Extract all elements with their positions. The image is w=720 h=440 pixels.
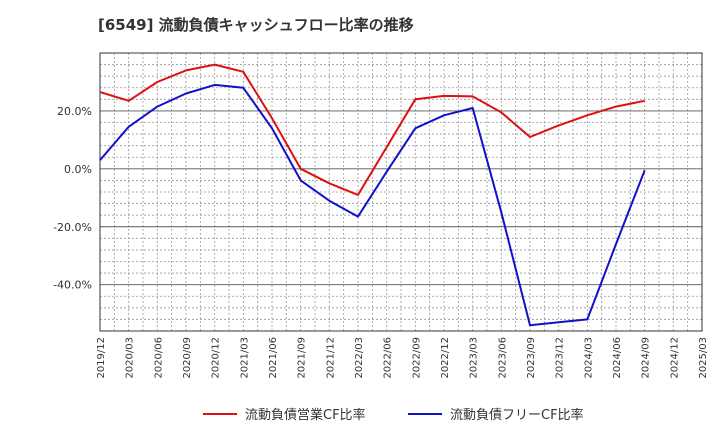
x-tick-label: 2022/03 xyxy=(354,337,365,379)
series-lines xyxy=(99,63,646,327)
x-tick-label: 2022/06 xyxy=(383,337,394,379)
x-tick-label: 2021/03 xyxy=(239,337,250,379)
x-tick-label: 2020/12 xyxy=(211,337,222,379)
y-tick-label: 0.0% xyxy=(64,163,92,176)
x-tick-label: 2024/12 xyxy=(669,337,680,379)
x-tick-label: 2021/06 xyxy=(268,337,279,379)
x-tick-label: 2023/03 xyxy=(469,337,480,379)
x-tick-label: 2021/09 xyxy=(297,337,308,379)
y-axis-ticks: 20.0% 0.0% -20.0% -40.0% xyxy=(53,105,92,292)
grid xyxy=(100,53,702,331)
y-tick-label: -20.0% xyxy=(53,221,92,234)
x-axis-ticks: 2019/12 2020/03 2020/06 2020/09 2020/12 2021/… xyxy=(96,337,709,379)
x-tick-label: 2020/09 xyxy=(182,337,193,379)
x-tick-label: 2020/06 xyxy=(153,337,164,379)
x-tick-label: 2022/12 xyxy=(440,337,451,379)
x-tick-label: 2025/03 xyxy=(698,337,709,379)
chart-title: [6549] 流動負債キャッシュフロー比率の推移 xyxy=(98,16,414,34)
x-tick-label: 2023/12 xyxy=(555,337,566,379)
y-tick-label: 20.0% xyxy=(57,105,92,118)
x-tick-label: 2024/06 xyxy=(612,337,623,379)
x-tick-label: 2019/12 xyxy=(96,337,107,379)
legend-label: 流動負債フリーCF比率 xyxy=(450,407,584,423)
x-tick-label: 2020/03 xyxy=(125,337,136,379)
x-tick-label: 2024/09 xyxy=(641,337,652,379)
x-tick-label: 2023/06 xyxy=(497,337,508,379)
plot-frame xyxy=(99,52,703,332)
legend-label: 流動負債営業CF比率 xyxy=(245,407,366,423)
series-line-operating-cf-ratio xyxy=(99,63,645,196)
y-tick-label: -40.0% xyxy=(53,279,92,292)
x-tick-label: 2022/09 xyxy=(411,337,422,379)
x-tick-label: 2024/03 xyxy=(583,337,594,379)
series-line-free-cf-ratio xyxy=(99,83,646,327)
x-tick-label: 2023/09 xyxy=(526,337,537,379)
x-tick-label: 2021/12 xyxy=(325,337,336,379)
legend: 流動負債営業CF比率 流動負債フリーCF比率 xyxy=(203,407,584,423)
